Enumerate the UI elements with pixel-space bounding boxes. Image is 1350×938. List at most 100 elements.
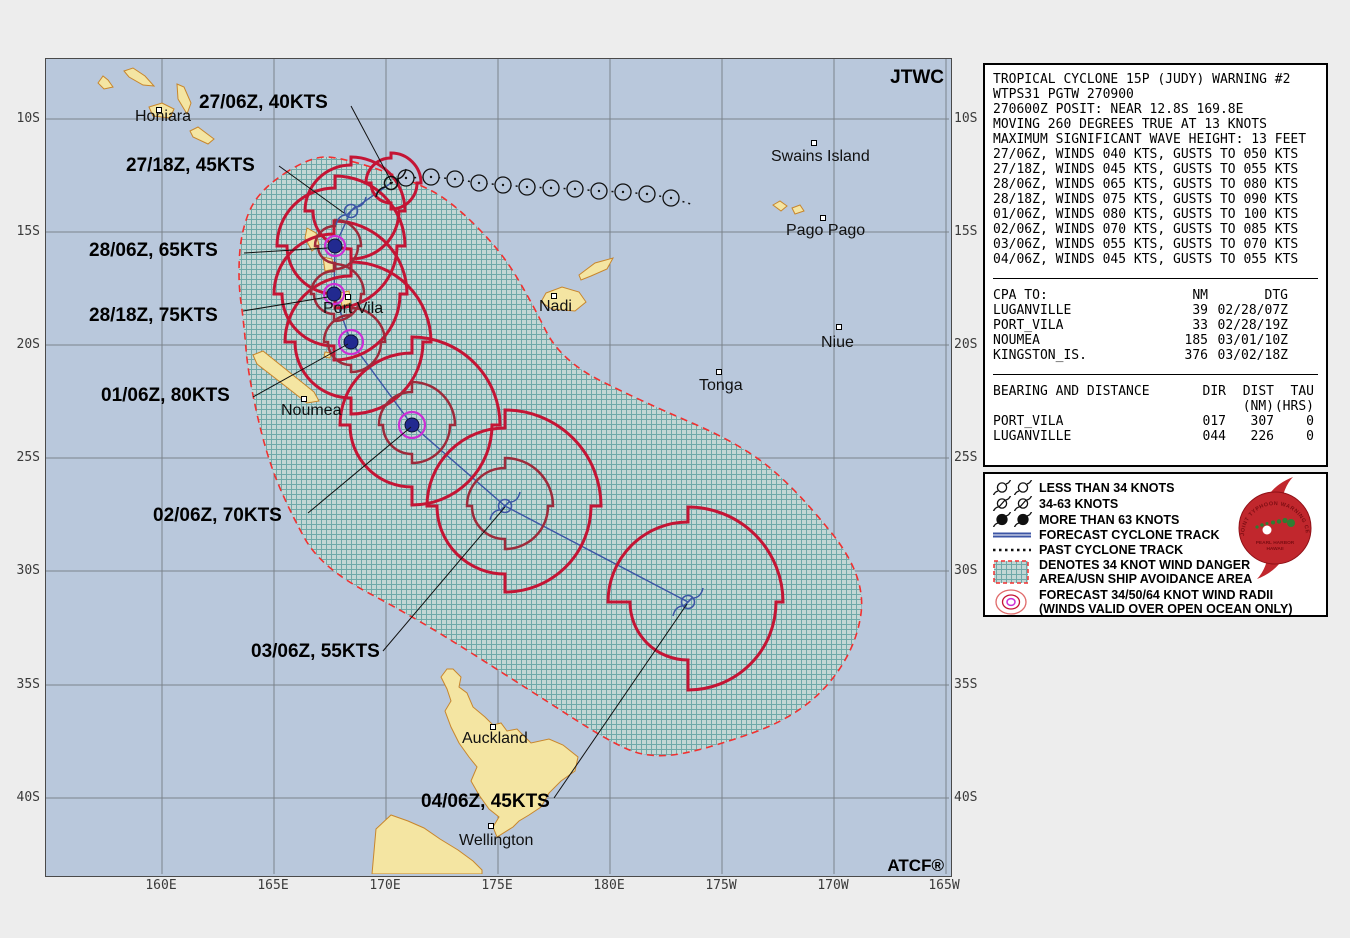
past-position-dot	[525, 185, 529, 189]
city-label: Nadi	[539, 298, 572, 315]
city-label: Wellington	[459, 832, 533, 849]
forecast-track-icon	[991, 530, 1039, 540]
legend-item: 34-63 KNOTS	[991, 496, 1320, 511]
lat-label-left: 15S	[16, 224, 40, 239]
wind-forecast-line: 27/06Z, WINDS 040 KTS, GUSTS TO 050 KTS	[993, 147, 1299, 162]
jtwc-label: JTWC	[890, 67, 944, 88]
wind-radii-34kt-arc	[606, 505, 785, 692]
lon-label: 180E	[593, 878, 625, 893]
wind-forecast-line: 02/06Z, WINDS 070 KTS, GUSTS TO 085 KTS	[993, 222, 1299, 237]
atcf-label: ATCF®	[887, 856, 944, 874]
city-marker	[811, 140, 817, 146]
track-point-label: 28/06Z, 65KTS	[89, 240, 218, 261]
city-label: Port Vila	[323, 300, 383, 317]
warning-header-line: MAXIMUM SIGNIFICANT WAVE HEIGHT: 13 FEET	[993, 132, 1307, 147]
city-label: Noumea	[281, 402, 342, 419]
city-label: Swains Island	[771, 148, 870, 165]
seal-text-line2: HAWAII	[1266, 546, 1284, 552]
seal-disc	[1238, 491, 1312, 565]
track-point-label: 27/18Z, 45KTS	[126, 155, 255, 176]
city-label: Tonga	[699, 377, 743, 394]
past-position-dot	[453, 177, 457, 181]
track-point-label: 03/06Z, 55KTS	[251, 641, 380, 662]
past-position-dot	[477, 181, 481, 185]
map-panel: Honiara Port Vila Noumea Nadi Swains Island P…	[45, 58, 952, 877]
bearing-row: PORT_VILA 017 307 0	[993, 414, 1314, 429]
legend-item: PAST CYCLONE TRACK	[991, 543, 1320, 557]
lat-label-left: 35S	[16, 677, 40, 692]
cpa-row: KINGSTON_IS. 376 03/02/18Z	[993, 348, 1288, 363]
wind-radii-50kt-arc	[377, 380, 457, 465]
wind-radii-50kt-arc	[465, 456, 555, 551]
lat-label-right: 35S	[954, 677, 978, 692]
past-position-dot	[429, 175, 433, 179]
past-track-positions	[397, 168, 680, 207]
city-label: Auckland	[462, 730, 528, 747]
legend-panel: LESS THAN 34 KNOTS 34-63 KNOTS	[983, 472, 1328, 617]
lat-label-left: 20S	[16, 337, 40, 352]
wind-radii-34kt-arc	[364, 151, 423, 211]
track-point-label: 02/06Z, 70KTS	[153, 505, 282, 526]
legend-item: FORECAST 34/50/64 KNOT WIND RADII (WINDS…	[991, 587, 1320, 617]
wind-forecast-line: 28/06Z, WINDS 065 KTS, GUSTS TO 080 KTS	[993, 177, 1299, 192]
past-position-dot	[573, 187, 577, 191]
track-point-label: 01/06Z, 80KTS	[101, 385, 230, 406]
lon-label: 160E	[145, 878, 177, 893]
city-marker	[836, 324, 842, 330]
track-point-label: 28/18Z, 75KTS	[89, 305, 218, 326]
lon-label: 170W	[817, 878, 849, 893]
legend-item: LESS THAN 34 KNOTS	[991, 480, 1320, 495]
lat-label-left: 10S	[16, 111, 40, 126]
landmass	[189, 126, 215, 145]
track-point-label: 04/06Z, 45KTS	[421, 791, 550, 812]
past-position-dot	[549, 186, 553, 190]
cpa-row: LUGANVILLE 39 02/28/07Z	[993, 303, 1288, 318]
seal-islands	[1255, 517, 1295, 529]
past-position-dot	[645, 192, 649, 196]
legend-item: FORECAST CYCLONE TRACK	[991, 528, 1320, 542]
cyclone-symbol-slash	[345, 205, 357, 217]
label-pointer-line	[307, 426, 412, 514]
landmass	[123, 67, 156, 87]
landmass	[176, 83, 192, 116]
city-label: Niue	[821, 334, 854, 351]
forecast-position-symbol	[497, 498, 513, 514]
cpa-row: NOUMEA 185 03/01/10Z	[993, 333, 1288, 348]
lat-label-right: 10S	[954, 111, 978, 126]
bearing-row: LUGANVILLE 044 226 0	[993, 429, 1314, 444]
landmass	[772, 200, 788, 212]
landmass	[97, 75, 114, 90]
legend-item: DENOTES 34 KNOT WIND DANGER AREA/USN SHI…	[991, 558, 1320, 586]
cyclone-symbol-slash	[682, 596, 694, 608]
forecast-position-symbol	[343, 203, 359, 219]
current-position-dot	[389, 181, 393, 185]
past-position-dot	[669, 196, 673, 200]
cities: Honiara Port Vila Noumea Nadi Swains Island P…	[135, 107, 870, 849]
current-position-symbol	[383, 175, 399, 191]
wind-radii-64kt-ring	[323, 234, 347, 258]
city-marker	[488, 823, 494, 829]
cyclone-symbol-strong-icon	[991, 512, 1039, 527]
wind-radii-34kt-arc	[338, 335, 502, 507]
wind-radii-34kt-arc	[425, 408, 603, 594]
city-marker	[551, 293, 557, 299]
cpa-header-row: CPA TO: NM DTG	[993, 288, 1318, 303]
past-position-dot	[501, 183, 505, 187]
past-position-dot	[404, 176, 408, 180]
lat-label-right: 25S	[954, 450, 978, 465]
lat-label-left: 25S	[16, 450, 40, 465]
wind-radii-64kt-ring	[397, 410, 427, 440]
panel-divider	[993, 278, 1318, 279]
label-pointer-line	[553, 603, 688, 799]
warning-header-line: WTPS31 PGTW 270900	[993, 87, 1134, 102]
jtwc-seal: JOINT TYPHOON WARNING CENTER PEARL HARBO…	[1230, 476, 1312, 579]
label-pointer-line	[382, 506, 506, 652]
warning-title: TROPICAL CYCLONE 15P (JUDY) WARNING #2	[993, 72, 1291, 87]
seal-text-line1: PEARL HARBOR	[1256, 540, 1295, 546]
cyclone-symbol-tails	[489, 491, 521, 521]
forecast-positions	[322, 168, 704, 617]
city-marker	[490, 724, 496, 730]
city-marker	[716, 369, 722, 375]
wind-radii-icon	[991, 587, 1039, 617]
